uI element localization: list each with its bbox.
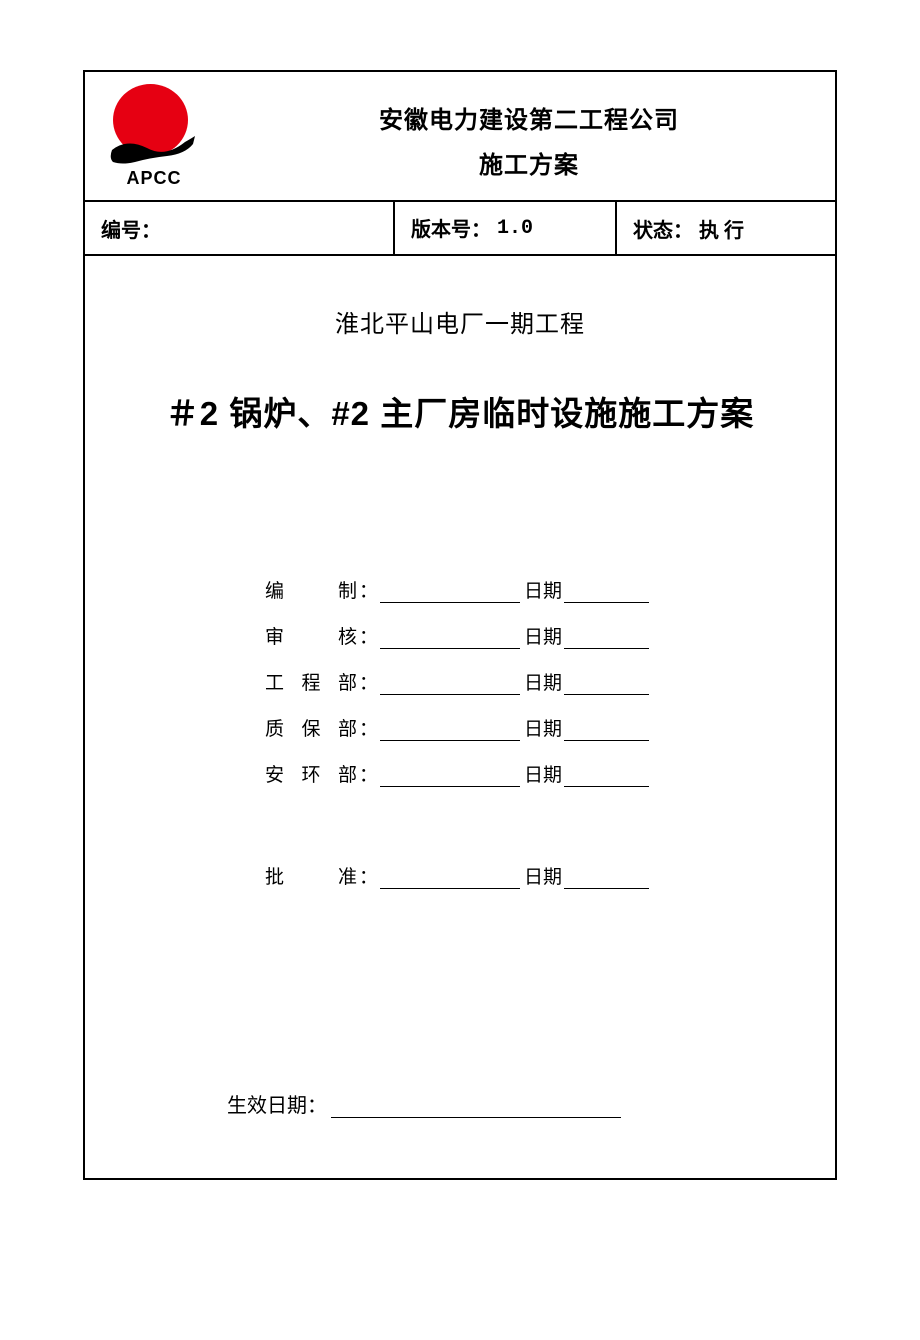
- date-underline: [564, 765, 649, 787]
- date-label: 日期: [524, 862, 562, 889]
- apcc-logo: APCC: [107, 84, 202, 189]
- effective-date-block: 生效日期：: [227, 1089, 805, 1118]
- date-underline: [564, 719, 649, 741]
- sig-underline: [380, 719, 520, 741]
- signature-line: 质 保 部： 日期: [265, 713, 655, 741]
- sig-label: 编 制: [265, 576, 357, 603]
- date-label: 日期: [524, 714, 562, 741]
- signature-block: 编 制： 日期 审 核： 日期 工 程 部： 日期: [265, 575, 655, 889]
- approval-label: 批 准: [265, 862, 357, 889]
- date-underline: [564, 673, 649, 695]
- colon: ：: [359, 668, 378, 695]
- version-cell: 版本号： 1.0: [395, 202, 617, 254]
- sig-underline: [380, 581, 520, 603]
- status-cell: 状态： 执 行: [617, 202, 835, 254]
- body-area: 淮北平山电厂一期工程 ＃2 锅炉、#2 主厂房临时设施施工方案 编 制： 日期 …: [85, 256, 835, 1178]
- status-value: 执 行: [699, 214, 744, 243]
- colon: ：: [359, 714, 378, 741]
- date-underline: [564, 627, 649, 649]
- info-row: 编号： 版本号： 1.0 状态： 执 行: [85, 202, 835, 256]
- project-name: 淮北平山电厂一期工程: [115, 304, 805, 339]
- status-label: 状态：: [633, 214, 693, 243]
- colon: ：: [359, 576, 378, 603]
- document-border: APCC 安徽电力建设第二工程公司 施工方案 编号： 版本号： 1.0 状态： …: [83, 70, 837, 1180]
- title-cell: 安徽电力建设第二工程公司 施工方案: [223, 72, 835, 200]
- logo-ribbon-icon: [107, 132, 197, 170]
- signature-gap: [265, 805, 655, 861]
- sig-label: 审 核: [265, 622, 357, 649]
- version-label: 版本号：: [411, 213, 491, 243]
- logo-cell: APCC: [85, 72, 223, 200]
- header-row: APCC 安徽电力建设第二工程公司 施工方案: [85, 72, 835, 202]
- colon: ：: [359, 760, 378, 787]
- approval-line: 批 准： 日期: [265, 861, 655, 889]
- date-underline: [564, 867, 649, 889]
- colon: ：: [359, 862, 378, 889]
- sig-underline: [380, 673, 520, 695]
- logo-text: APCC: [107, 168, 202, 189]
- date-label: 日期: [524, 760, 562, 787]
- effective-underline: [331, 1096, 621, 1118]
- sig-underline: [380, 867, 520, 889]
- date-label: 日期: [524, 622, 562, 649]
- date-underline: [564, 581, 649, 603]
- signature-line: 审 核： 日期: [265, 621, 655, 649]
- main-title: ＃2 锅炉、#2 主厂房临时设施施工方案: [115, 387, 805, 435]
- doc-type: 施工方案: [243, 145, 815, 180]
- sig-underline: [380, 627, 520, 649]
- number-cell: 编号：: [85, 202, 395, 254]
- signature-line: 工 程 部： 日期: [265, 667, 655, 695]
- sig-underline: [380, 765, 520, 787]
- number-label: 编号：: [101, 214, 161, 243]
- version-value: 1.0: [497, 217, 533, 240]
- sig-label: 工 程 部: [265, 668, 357, 695]
- sig-label: 质 保 部: [265, 714, 357, 741]
- sig-label: 安 环 部: [265, 760, 357, 787]
- colon: ：: [359, 622, 378, 649]
- company-name: 安徽电力建设第二工程公司: [243, 100, 815, 135]
- date-label: 日期: [524, 576, 562, 603]
- effective-label: 生效日期：: [227, 1089, 327, 1118]
- page-container: APCC 安徽电力建设第二工程公司 施工方案 编号： 版本号： 1.0 状态： …: [20, 40, 900, 1300]
- signature-line: 安 环 部： 日期: [265, 759, 655, 787]
- signature-line: 编 制： 日期: [265, 575, 655, 603]
- date-label: 日期: [524, 668, 562, 695]
